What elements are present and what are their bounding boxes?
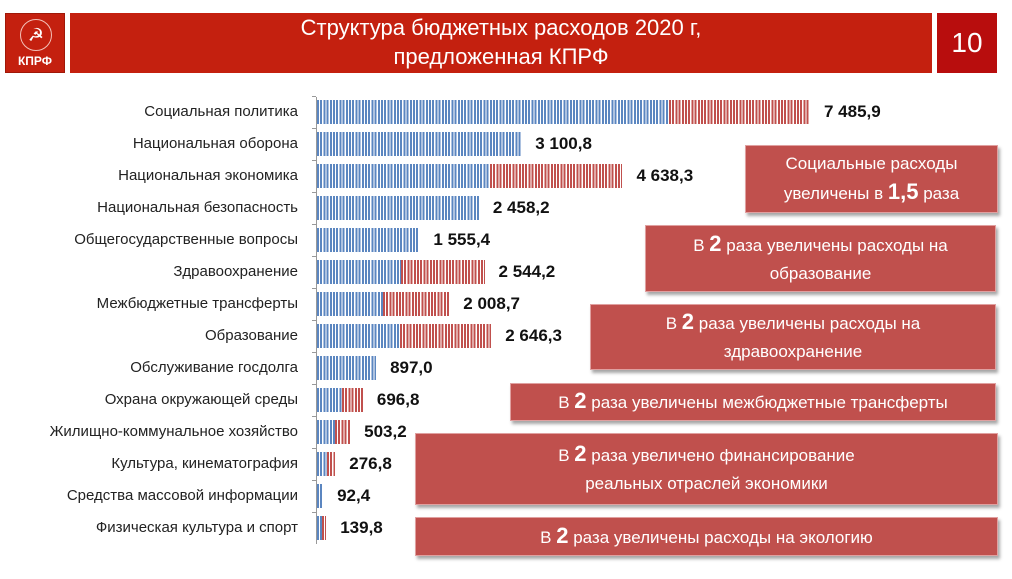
category-label: Культура, кинематография <box>111 455 298 472</box>
category-label: Социальная политика <box>144 103 298 120</box>
category-label: Охрана окружающей среды <box>104 391 298 408</box>
data-label: 3 100,8 <box>535 134 592 153</box>
callout-education: В 2 раза увеличены расходы на образование <box>645 225 996 292</box>
bar-base <box>317 388 343 412</box>
y-axis <box>316 97 317 544</box>
bar-increase <box>342 388 363 412</box>
data-label: 2 008,7 <box>463 294 521 313</box>
category-label: Обслуживание госдолга <box>130 359 298 376</box>
axis-tick <box>312 288 316 289</box>
axis-tick <box>312 416 316 417</box>
axis-tick <box>312 384 316 385</box>
bar-base <box>317 164 491 188</box>
bar-base <box>317 260 401 284</box>
axis-tick <box>312 320 316 321</box>
callout-health: В 2 раза увеличены расходы на здравоохран… <box>590 304 996 370</box>
axis-tick <box>312 448 316 449</box>
category-label: Здравоохранение <box>173 263 298 280</box>
category-label: Средства массовой информации <box>66 487 298 504</box>
data-label: 92,4 <box>337 486 371 505</box>
axis-tick <box>312 512 316 513</box>
logo-text: КПРФ <box>17 54 53 68</box>
bar-base <box>317 356 377 380</box>
bar-base <box>317 452 328 476</box>
data-label: 897,0 <box>390 358 433 377</box>
category-label: Межбюджетные трансферты <box>96 295 298 312</box>
axis-tick <box>312 352 316 353</box>
data-label: 4 638,3 <box>636 166 694 185</box>
bar-base <box>317 324 400 348</box>
bar-increase <box>400 260 485 284</box>
callout-ecology: В 2 раза увеличены расходы на экологию <box>415 517 998 556</box>
bar-increase <box>490 164 623 188</box>
axis-tick <box>312 96 316 97</box>
axis-tick <box>312 128 316 129</box>
data-label: 503,2 <box>364 422 407 441</box>
bar-increase <box>321 516 327 540</box>
axis-tick <box>312 192 316 193</box>
bar-increase <box>383 292 450 316</box>
callout-transfers: В 2 раза увеличены межбюджетные трансфер… <box>510 383 996 421</box>
data-label: 276,8 <box>349 454 392 473</box>
data-label: 2 646,3 <box>505 326 562 345</box>
axis-tick <box>312 224 316 225</box>
data-label: 139,8 <box>340 518 383 537</box>
bar-base <box>317 196 479 220</box>
callout-economy: В 2 раза увеличено финансирование реальны… <box>415 433 998 505</box>
category-label: Национальная оборона <box>132 135 298 152</box>
data-label: 2 458,2 <box>492 198 550 217</box>
category-label: Национальная безопасность <box>97 199 298 216</box>
callout-social: Социальные расходы увеличены в 1,5 раза <box>745 145 998 213</box>
bar-base <box>317 516 322 540</box>
category-label: Физическая культура и спорт <box>95 519 298 536</box>
title-line-1: Структура бюджетных расходов 2020 г, <box>300 15 702 40</box>
bar-increase <box>399 324 492 348</box>
kprf-logo: ☭ КПРФ <box>5 13 65 73</box>
page-number: 10 <box>937 13 997 73</box>
hammer-sickle-icon: ☭ <box>20 19 52 51</box>
bar-increase <box>668 100 810 124</box>
title-line-2: предложенная КПРФ <box>393 44 609 69</box>
data-label: 1 555,4 <box>433 230 491 249</box>
axis-tick <box>312 480 316 481</box>
bar-base <box>317 228 420 252</box>
data-label: 2 544,2 <box>498 262 556 281</box>
category-label: Образование <box>205 327 298 344</box>
category-label: Жилищно-коммунальное хозяйство <box>49 423 298 440</box>
data-label: 696,8 <box>376 390 420 409</box>
axis-tick <box>312 256 316 257</box>
category-label: Общегосударственные вопросы <box>74 231 298 248</box>
bar-base <box>317 484 324 508</box>
page-title: Структура бюджетных расходов 2020 г, пред… <box>70 13 932 73</box>
bar-base <box>317 100 669 124</box>
data-label: 7 485,9 <box>824 102 881 121</box>
bar-increase <box>327 452 336 476</box>
bar-increase <box>335 420 351 444</box>
axis-tick <box>312 160 316 161</box>
bar-base <box>317 420 336 444</box>
bar-base <box>317 132 522 156</box>
bar-base <box>317 292 384 316</box>
category-label: Национальная экономика <box>118 167 298 184</box>
